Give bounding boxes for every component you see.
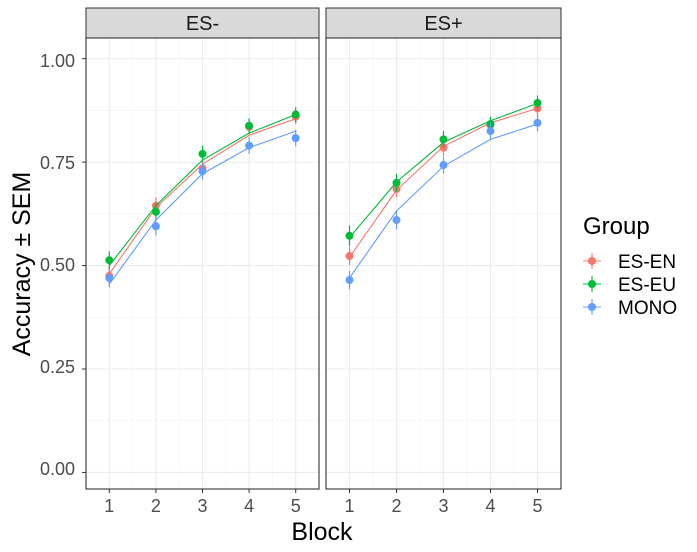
legend-item-mono: MONO [583,298,677,319]
data-point [198,167,207,176]
data-point [105,256,114,265]
data-point [345,231,354,240]
facet-strip-label: ES+ [424,13,462,35]
x-tick-label: 2 [391,496,401,516]
facet-strip-label: ES- [186,13,219,35]
grid [326,38,561,489]
data-point [291,134,300,143]
legend-label: MONO [618,298,677,319]
x-tick-label: 4 [244,496,254,516]
x-tick-label: 5 [532,496,542,516]
x-axis-title: Block [291,518,353,546]
panel-es-plus: ES+ 1 2 3 4 5 [325,7,562,516]
x-tick-label: 1 [104,496,114,516]
data-point [151,207,160,216]
data-point [392,178,401,187]
y-tick-label: 0.00 [40,459,75,479]
series-es-eu [105,107,300,270]
data-point [198,149,207,158]
x-tick-label: 1 [344,496,354,516]
facet-strip [325,7,562,39]
data-point [345,276,354,285]
data-point [345,252,354,261]
data-point [245,121,254,130]
data-point [439,161,448,170]
data-point [533,98,542,107]
x-tick-label: 5 [291,496,301,516]
data-point [105,273,114,282]
data-point [291,110,300,119]
legend-point [588,280,596,288]
x-tick-label: 2 [151,496,161,516]
y-tick-label: 0.25 [40,357,75,377]
legend-point [588,257,596,265]
x-tick-label: 3 [438,496,448,516]
y-tick-labels: 0.00 0.25 0.50 0.75 1.00 [40,51,75,479]
data-point [392,216,401,225]
grid [86,38,319,489]
legend-item-es-en: ES-EN [583,252,676,273]
data-point [533,118,542,127]
y-tick-label: 0.75 [40,153,75,173]
legend-label: ES-EN [618,252,676,273]
panel-es-minus: ES- 1 2 3 4 5 [82,7,320,516]
data-point [151,222,160,231]
legend-point [588,303,596,311]
legend-label: ES-EU [618,275,676,296]
x-tick-label: 3 [197,496,207,516]
data-point [439,135,448,144]
facet-strip [85,7,320,39]
series-mono [345,114,542,290]
y-tick-label: 1.00 [40,51,75,71]
legend-title: Group [583,213,650,240]
y-axis-title: Accuracy ± SEM [8,172,36,357]
series-mono [105,129,300,288]
x-tick-label: 4 [485,496,495,516]
legend-item-es-eu: ES-EU [583,275,676,296]
data-point [245,141,254,150]
y-tick-label: 0.50 [40,255,75,275]
data-point [486,127,495,136]
